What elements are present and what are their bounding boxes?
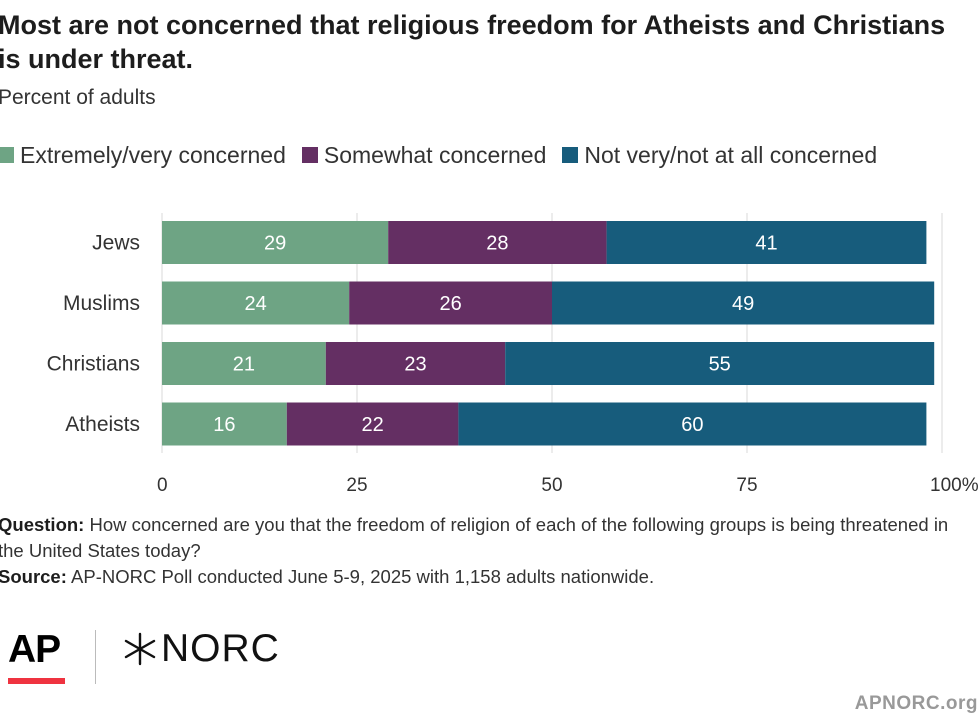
legend-item-not-concerned: Not very/not at all concerned (562, 142, 877, 169)
bar-jews-series-2 (606, 221, 927, 264)
bar-jews-series-0 (162, 221, 389, 264)
data-label-muslims-series-1: 26 (439, 293, 461, 315)
data-label-muslims-series-2: 49 (732, 293, 754, 315)
data-label-jews-series-1: 28 (486, 233, 508, 255)
data-label-jews-series-2: 41 (755, 233, 777, 255)
norc-logo: NORC (161, 627, 280, 670)
legend-label-somewhat: Somewhat concerned (323, 141, 547, 168)
question-label: Question: (0, 514, 85, 535)
x-tick-label-100: 100% (930, 475, 979, 496)
data-label-atheists-series-1: 22 (361, 414, 383, 436)
data-label-atheists-series-2: 60 (681, 414, 703, 436)
bar-muslims-series-1 (349, 281, 552, 325)
category-label-christians: Christians (47, 353, 140, 376)
data-label-christians-series-2: 55 (709, 354, 731, 376)
data-label-atheists-series-0: 16 (213, 414, 235, 436)
category-label-atheists: Atheists (65, 413, 140, 436)
ap-logo: AP (8, 628, 61, 671)
stacked-bar-chart: 0 25 50 75 100% Jews 29 28 41 Muslims 24 26 49 Christ… (47, 213, 979, 496)
source-text: AP-NORC Poll conducted June 5-9, 2025 wi… (71, 566, 655, 587)
bar-muslims-series-2 (552, 281, 935, 325)
norc-star-icon (124, 632, 156, 666)
x-tick-label-0: 0 (157, 475, 168, 496)
chart-legend: Extremely/very concerned Somewhat concer… (0, 141, 893, 169)
legend-item-somewhat: Somewhat concerned (301, 141, 547, 169)
question-text: How concerned are you that the freedom o… (0, 514, 949, 561)
data-label-christians-series-0: 21 (233, 354, 255, 376)
data-label-jews-series-0: 29 (264, 233, 286, 255)
chart-notes: Question: How concerned are you that the… (0, 512, 978, 590)
legend-item-extremely: Extremely/very concerned (0, 142, 286, 169)
bar-atheists-series-2 (458, 402, 927, 446)
bar-atheists-series-0 (162, 402, 287, 446)
category-label-muslims: Muslims (63, 292, 140, 315)
logo-divider (95, 630, 96, 684)
chart-title: Most are not concerned that religious fr… (0, 10, 946, 74)
site-url: APNORC.org (854, 693, 978, 714)
bar-muslims-series-0 (162, 281, 350, 325)
source-label: Source: (0, 566, 67, 587)
bar-christians-series-1 (325, 342, 506, 385)
bar-jews-series-1 (388, 221, 607, 264)
chart-subtitle: Percent of adults (0, 86, 156, 109)
data-label-christians-series-1: 23 (404, 354, 426, 376)
question-note: Question: How concerned are you that the… (0, 512, 978, 564)
x-tick-label-75: 75 (736, 475, 757, 496)
ap-logo-underline (8, 678, 65, 684)
source-note: Source: AP-NORC Poll conducted June 5-9,… (0, 564, 978, 590)
legend-swatch-not-concerned (562, 147, 579, 163)
category-label-jews: Jews (92, 232, 140, 255)
legend-label-extremely: Extremely/very concerned (20, 141, 286, 168)
legend-swatch-somewhat (301, 147, 318, 163)
data-label-muslims-series-0: 24 (244, 293, 266, 315)
x-tick-label-25: 25 (346, 475, 367, 496)
bar-atheists-series-1 (286, 402, 459, 446)
bar-christians-series-0 (162, 342, 326, 385)
bar-christians-series-2 (505, 342, 935, 385)
x-tick-label-50: 50 (541, 475, 562, 496)
legend-swatch-extremely (0, 147, 14, 163)
legend-label-not-concerned: Not very/not at all concerned (584, 141, 878, 168)
